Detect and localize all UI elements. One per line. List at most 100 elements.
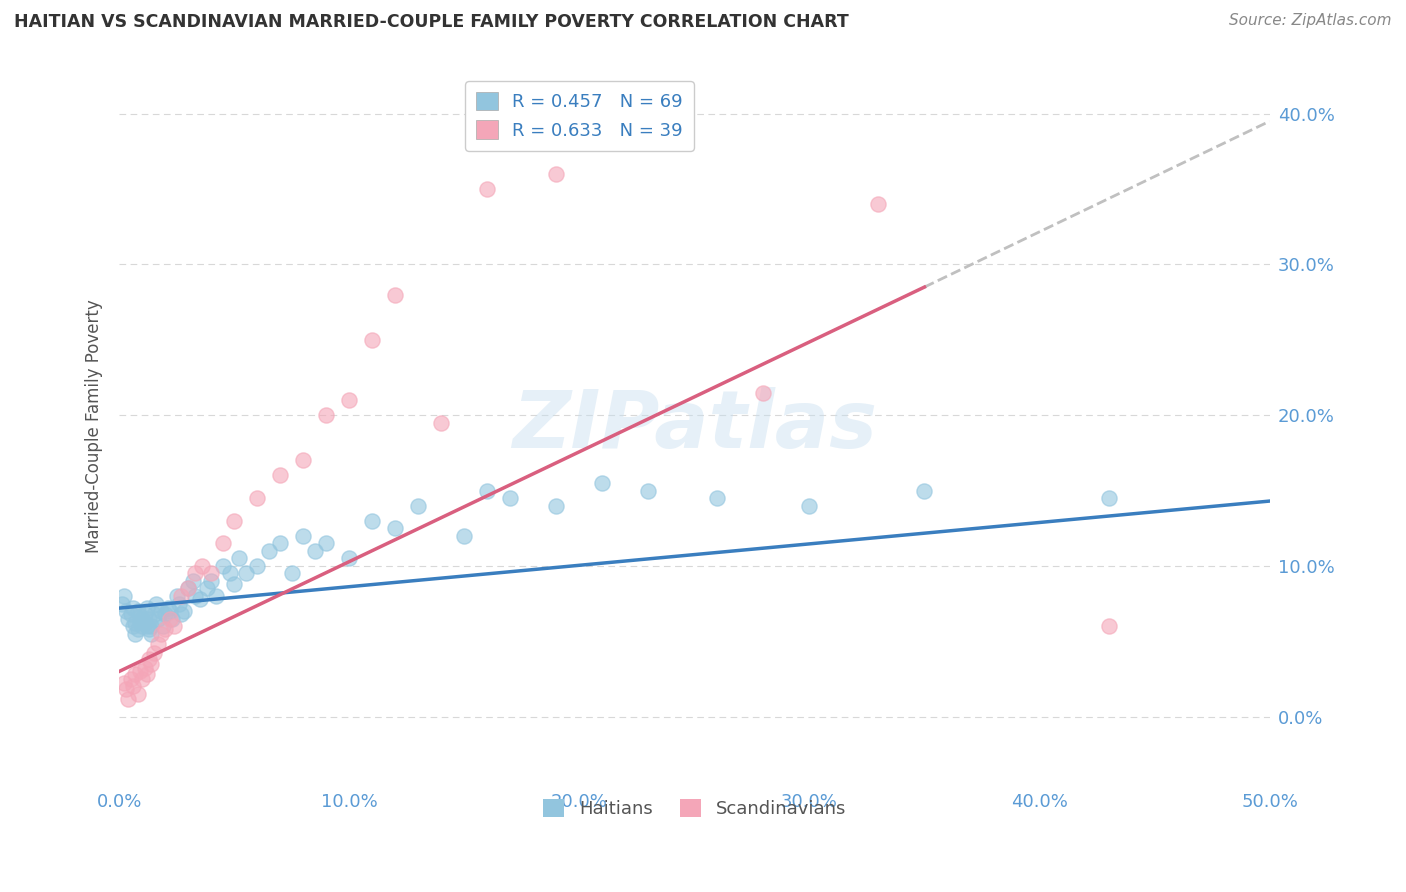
Point — [117, 691, 139, 706]
Point — [211, 558, 233, 573]
Point — [304, 544, 326, 558]
Point — [115, 604, 138, 618]
Point — [246, 558, 269, 573]
Text: Source: ZipAtlas.com: Source: ZipAtlas.com — [1229, 13, 1392, 29]
Point — [200, 566, 222, 581]
Point — [129, 615, 152, 629]
Point — [115, 682, 138, 697]
Point — [149, 626, 172, 640]
Point — [110, 597, 132, 611]
Point — [546, 167, 568, 181]
Point — [142, 607, 165, 621]
Point — [1097, 619, 1119, 633]
Point — [155, 607, 177, 621]
Point — [117, 612, 139, 626]
Point — [112, 589, 135, 603]
Point — [281, 566, 304, 581]
Point — [155, 622, 177, 636]
Point — [122, 680, 145, 694]
Point — [181, 574, 204, 588]
Point — [269, 468, 291, 483]
Point — [141, 657, 163, 671]
Point — [477, 182, 499, 196]
Point — [127, 687, 149, 701]
Point — [127, 604, 149, 618]
Point — [246, 491, 269, 505]
Point — [131, 612, 153, 626]
Point — [148, 612, 170, 626]
Point — [200, 574, 222, 588]
Point — [292, 529, 315, 543]
Point — [269, 536, 291, 550]
Point — [315, 408, 337, 422]
Point — [141, 619, 163, 633]
Point — [138, 652, 160, 666]
Point — [184, 589, 207, 603]
Point — [499, 491, 522, 505]
Point — [195, 582, 218, 596]
Point — [127, 622, 149, 636]
Point — [159, 604, 181, 618]
Point — [138, 612, 160, 626]
Point — [112, 676, 135, 690]
Point — [124, 626, 146, 640]
Point — [868, 197, 890, 211]
Point — [477, 483, 499, 498]
Point — [163, 619, 186, 633]
Point — [170, 589, 193, 603]
Point — [337, 551, 360, 566]
Point — [149, 604, 172, 618]
Point — [122, 619, 145, 633]
Point — [134, 616, 156, 631]
Point — [131, 672, 153, 686]
Point — [361, 333, 384, 347]
Point — [138, 622, 160, 636]
Point — [134, 607, 156, 621]
Point — [453, 529, 475, 543]
Point — [160, 612, 183, 626]
Point — [637, 483, 659, 498]
Point — [135, 619, 157, 633]
Legend: Haitians, Scandinavians: Haitians, Scandinavians — [536, 792, 853, 825]
Point — [315, 536, 337, 550]
Point — [148, 637, 170, 651]
Point — [591, 475, 613, 490]
Point — [188, 592, 211, 607]
Point — [173, 604, 195, 618]
Point — [120, 672, 142, 686]
Point — [124, 667, 146, 681]
Point — [235, 566, 257, 581]
Point — [167, 597, 190, 611]
Point — [224, 577, 246, 591]
Point — [135, 601, 157, 615]
Point — [120, 607, 142, 621]
Point — [170, 607, 193, 621]
Point — [224, 514, 246, 528]
Point — [145, 597, 167, 611]
Point — [205, 589, 228, 603]
Point — [384, 287, 406, 301]
Text: HAITIAN VS SCANDINAVIAN MARRIED-COUPLE FAMILY POVERTY CORRELATION CHART: HAITIAN VS SCANDINAVIAN MARRIED-COUPLE F… — [14, 13, 849, 31]
Point — [129, 665, 152, 679]
Point — [799, 499, 821, 513]
Point — [292, 453, 315, 467]
Point — [228, 551, 250, 566]
Point — [430, 416, 453, 430]
Point — [337, 393, 360, 408]
Point — [166, 589, 188, 603]
Point — [752, 385, 775, 400]
Point — [211, 536, 233, 550]
Point — [384, 521, 406, 535]
Point — [257, 544, 280, 558]
Point — [142, 646, 165, 660]
Point — [131, 619, 153, 633]
Point — [706, 491, 728, 505]
Point — [191, 558, 214, 573]
Point — [546, 499, 568, 513]
Point — [141, 626, 163, 640]
Point — [1097, 491, 1119, 505]
Point — [124, 616, 146, 631]
Point — [129, 608, 152, 623]
Point — [152, 619, 174, 633]
Point — [408, 499, 430, 513]
